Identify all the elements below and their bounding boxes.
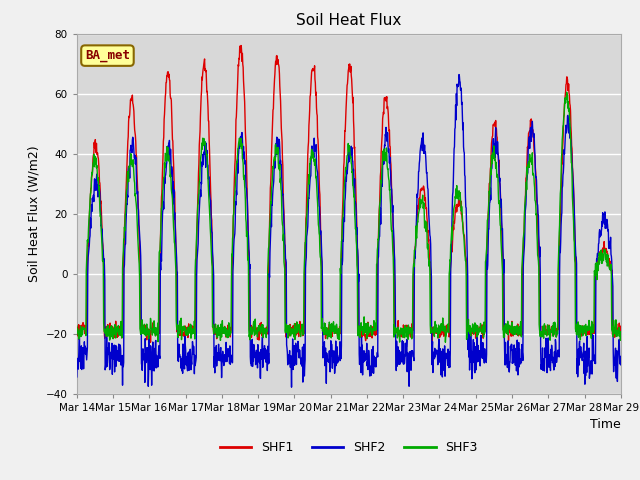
Title: Soil Heat Flux: Soil Heat Flux: [296, 13, 401, 28]
Legend: SHF1, SHF2, SHF3: SHF1, SHF2, SHF3: [214, 436, 483, 459]
Y-axis label: Soil Heat Flux (W/m2): Soil Heat Flux (W/m2): [28, 145, 40, 282]
Text: BA_met: BA_met: [85, 49, 130, 62]
X-axis label: Time: Time: [590, 418, 621, 431]
